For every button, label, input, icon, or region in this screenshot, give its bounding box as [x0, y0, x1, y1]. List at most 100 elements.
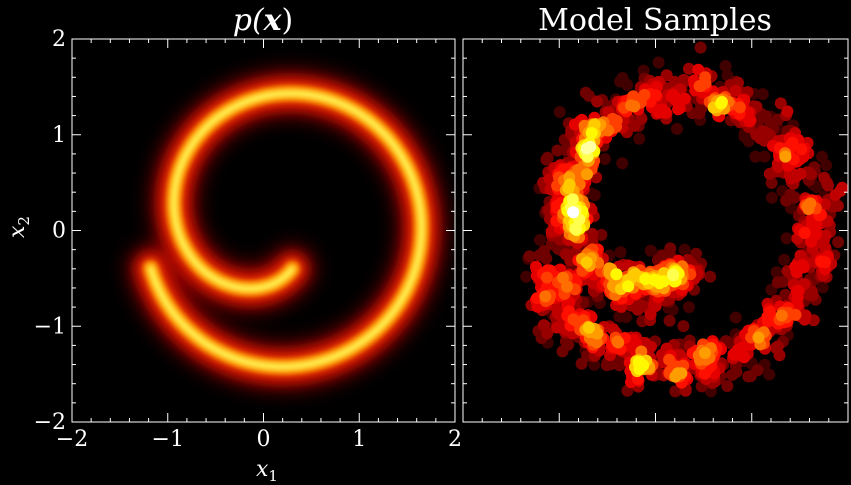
sample-point: [780, 232, 793, 245]
sample-point: [585, 127, 598, 139]
sample-point: [804, 197, 817, 210]
sample-point: [568, 118, 581, 131]
sample-point: [770, 266, 783, 279]
sample-point: [669, 385, 682, 398]
sample-point: [635, 112, 648, 125]
sample-point: [743, 115, 756, 128]
sample-point: [779, 288, 792, 301]
sample-point: [719, 60, 732, 72]
sample-point: [567, 206, 580, 219]
sample-points: [520, 41, 848, 398]
sample-point: [678, 92, 691, 105]
sample-point: [557, 271, 569, 284]
sample-point: [771, 276, 784, 289]
sample-point: [660, 69, 673, 82]
sample-point: [616, 157, 629, 170]
sample-point: [644, 308, 657, 321]
x-tick-label: −1: [152, 427, 184, 452]
sample-point: [730, 346, 743, 359]
sample-point: [822, 179, 834, 192]
samples-plot-area: [463, 39, 848, 422]
sample-point: [673, 102, 686, 115]
sample-point: [591, 95, 604, 108]
x-tick-label: 2: [448, 427, 462, 452]
sample-point: [763, 368, 776, 381]
sample-point: [580, 256, 593, 269]
sample-point: [770, 341, 782, 354]
sample-point: [539, 290, 552, 303]
sample-point: [699, 71, 712, 84]
sample-point: [595, 228, 608, 241]
sample-point: [742, 370, 755, 383]
sample-point: [650, 89, 662, 102]
sample-point: [749, 150, 762, 163]
sample-point: [704, 270, 717, 283]
sample-point: [721, 380, 734, 392]
x-axis-label: x1: [256, 457, 278, 485]
sample-point: [553, 106, 566, 118]
sample-point: [606, 112, 619, 125]
density-plot-area: [72, 39, 455, 422]
sample-point: [614, 246, 627, 259]
sample-point: [804, 168, 817, 180]
sample-point: [786, 138, 799, 151]
sample-point: [677, 320, 690, 333]
sample-point: [625, 99, 637, 112]
sample-point: [798, 227, 811, 239]
density-ticks: [71, 38, 456, 423]
sample-point: [667, 269, 680, 282]
sample-point: [538, 250, 551, 263]
sample-point: [579, 86, 592, 99]
sample-point: [792, 285, 805, 297]
sample-point: [750, 128, 763, 141]
sample-point: [772, 161, 785, 173]
y-tick-labels: −2 −1 0 1 2: [34, 27, 66, 435]
sample-point: [756, 88, 769, 101]
sample-point: [669, 93, 682, 106]
sample-point: [832, 236, 845, 249]
samples-title: Model Samples: [538, 3, 772, 38]
x-tick-label: 0: [257, 427, 271, 452]
sample-point: [598, 153, 611, 165]
sample-point: [781, 105, 794, 118]
sample-point: [622, 280, 635, 293]
sample-point: [644, 244, 657, 257]
y-tick-label: 0: [52, 219, 66, 244]
sample-point: [678, 243, 691, 256]
x-tick-label: −2: [56, 427, 88, 452]
sample-point: [816, 281, 829, 294]
sample-point: [775, 309, 788, 322]
sample-point: [764, 117, 777, 130]
sample-point: [534, 234, 546, 246]
sample-point: [675, 367, 688, 380]
sample-point: [632, 356, 645, 369]
sample-point: [537, 319, 550, 332]
sample-point: [648, 273, 661, 286]
sample-point: [581, 168, 593, 181]
sample-point: [715, 96, 728, 108]
sample-point: [816, 150, 828, 163]
sample-point: [682, 62, 695, 75]
sample-point: [752, 331, 765, 344]
sample-point: [682, 301, 695, 314]
sample-point: [729, 84, 742, 97]
y-tick-label: −2: [34, 410, 66, 435]
y-tick-label: 1: [52, 123, 66, 148]
sample-point: [563, 178, 576, 191]
sample-point: [797, 261, 810, 274]
sample-point: [694, 41, 707, 54]
sample-point: [541, 271, 553, 284]
y-axis-label: x2: [5, 216, 33, 238]
sample-point: [541, 151, 554, 164]
sample-point: [815, 255, 828, 268]
sample-point: [836, 181, 848, 194]
x-tick-labels: −2 −1 0 1 2: [56, 427, 462, 452]
sample-point: [663, 314, 676, 327]
density-spiral-core: [147, 90, 425, 370]
sample-point: [809, 228, 822, 241]
sample-point: [611, 335, 624, 348]
sample-point: [582, 321, 595, 334]
sample-point: [639, 273, 652, 285]
sample-point: [774, 97, 787, 110]
sample-point: [584, 140, 597, 153]
